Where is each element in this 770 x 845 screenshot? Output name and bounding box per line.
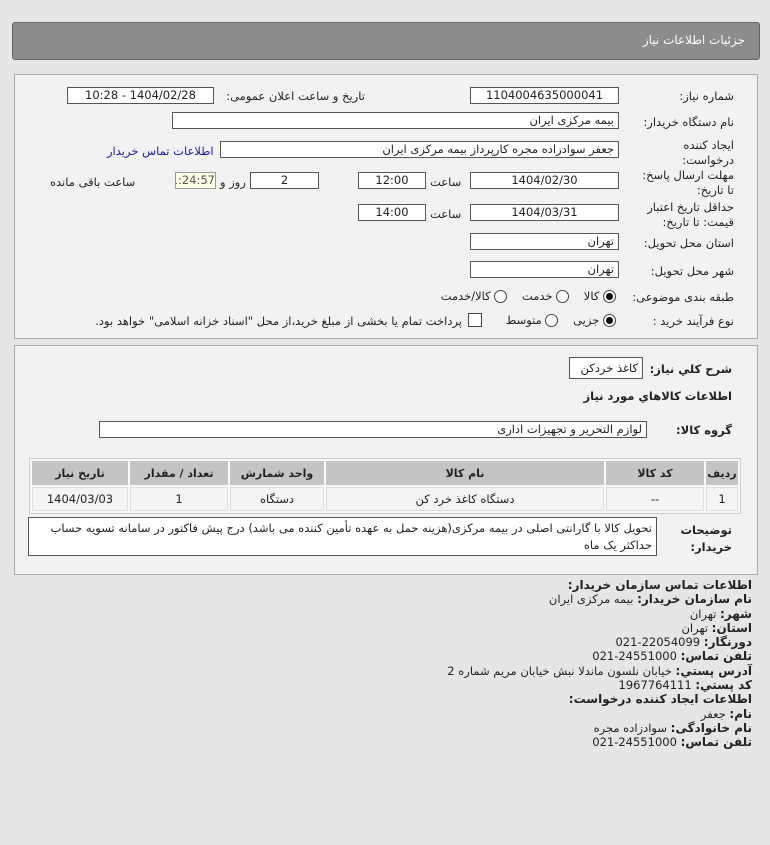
notes-field: تحویل کالا با گارانتی اصلی در بیمه مرکزی… bbox=[28, 517, 657, 556]
page-title: جزئیات اطلاعات نیاز bbox=[642, 33, 745, 47]
buyer-contact-link[interactable]: اطلاعات تماس خریدار bbox=[107, 144, 214, 158]
col-qty: تعداد / مقدار bbox=[130, 461, 228, 485]
address-label: آدرس پستي: bbox=[675, 663, 752, 678]
announce-label: تاریخ و ساعت اعلان عمومی: bbox=[226, 89, 365, 103]
name-label: نام: bbox=[729, 706, 752, 721]
col-row: رديف bbox=[706, 461, 738, 485]
treasury-payment-checkbox[interactable] bbox=[468, 313, 482, 327]
col-code: کد کالا bbox=[606, 461, 704, 485]
deadline-label-2: تا تاریخ: bbox=[696, 183, 734, 197]
address-value: خیابان نلسون ماندلا نبش خیابان مریم شمار… bbox=[447, 663, 672, 678]
contact-title: اطلاعات تماس سازمان خریدار: bbox=[567, 578, 752, 592]
phone-value: 24551000-021 bbox=[592, 649, 677, 664]
buyer-field[interactable]: بیمه مرکزی ایران bbox=[172, 112, 619, 129]
validity-label: حداقل تاریخ اعتبار bbox=[647, 200, 734, 214]
page-header: جزئیات اطلاعات نیاز bbox=[12, 22, 760, 60]
validity-date-field[interactable]: 1404/03/31 bbox=[470, 204, 619, 221]
radio-service[interactable] bbox=[556, 290, 570, 303]
creator-phone-value: 24551000-021 bbox=[592, 735, 677, 750]
province-value: تهران bbox=[681, 620, 708, 635]
fax-value: 22054099-021 bbox=[615, 635, 701, 650]
org-value: بیمه مرکزی ایران bbox=[548, 592, 634, 607]
buyer-label: نام دستگاه خریدار: bbox=[643, 115, 734, 129]
postal-label: کد پستي: bbox=[695, 678, 752, 693]
validity-time-field[interactable]: 14:00 bbox=[358, 204, 426, 221]
creator-label-2: درخواست: bbox=[682, 153, 734, 167]
days-label: روز و bbox=[220, 175, 246, 189]
postal-value: 1967764111 bbox=[618, 678, 692, 693]
radio-goods[interactable] bbox=[603, 290, 616, 303]
days-field[interactable]: 2 bbox=[250, 172, 319, 189]
deadline-date-field[interactable]: 1404/02/30 bbox=[470, 172, 619, 189]
creator-field[interactable]: جعفر سوادزاده مجره کارپرداز بیمه مرکزی ا… bbox=[220, 141, 619, 158]
city-field[interactable]: تهران bbox=[470, 261, 619, 278]
notes-label: توضیحات bbox=[680, 523, 733, 537]
radio-goods-service[interactable] bbox=[494, 290, 508, 303]
city-label: شهر: bbox=[720, 606, 752, 621]
category-radio-group: کالا خدمت کالا/خدمت bbox=[441, 289, 616, 303]
table-row: 1 -- دستگاه کاغذ خرد کن دستگاه 1 1404/03… bbox=[32, 487, 738, 511]
cell-date: 1404/03/03 bbox=[32, 487, 128, 511]
cell-row: 1 bbox=[706, 487, 738, 511]
validity-label-2: قیمت: تا تاریخ: bbox=[662, 215, 734, 229]
cell-code: -- bbox=[606, 487, 704, 511]
remaining-label: ساعت باقی مانده bbox=[50, 175, 136, 189]
province-label: استان: bbox=[711, 620, 752, 635]
cell-name: دستگاه کاغذ خرد کن bbox=[326, 487, 604, 511]
table-header-row: رديف کد کالا نام کالا واحد شمارش تعداد /… bbox=[32, 461, 738, 485]
col-date: تاریخ نیاز bbox=[32, 461, 128, 485]
deadline-time-field[interactable]: 12:00 bbox=[358, 172, 426, 189]
group-field: لوازم التحریر و تجهیزات اداری bbox=[99, 421, 647, 438]
time-label: ساعت bbox=[430, 207, 462, 221]
phone-label: تلفن تماس: bbox=[680, 649, 752, 664]
summary-field: کاغذ خردکن bbox=[569, 357, 643, 379]
province-label: استان محل تحویل: bbox=[643, 236, 734, 250]
payment-note: پرداخت تمام یا بخشی از مبلغ خرید،از محل … bbox=[95, 314, 462, 328]
category-label: طبقه بندی موضوعی: bbox=[632, 290, 734, 304]
creator-title: اطلاعات ایجاد کننده درخواست: bbox=[568, 692, 752, 707]
col-unit: واحد شمارش bbox=[230, 461, 324, 485]
city-label: شهر محل تحویل: bbox=[650, 264, 734, 278]
radio-medium[interactable] bbox=[545, 314, 559, 327]
announce-field[interactable]: 1404/02/28 - 10:28 bbox=[67, 87, 214, 104]
need-number-label: شماره نیاز: bbox=[679, 89, 734, 103]
process-label: نوع فرآیند خرید : bbox=[652, 314, 734, 328]
creator-phone-label: تلفن تماس: bbox=[680, 735, 752, 750]
remaining-time-field: 01:24:57 bbox=[175, 172, 216, 189]
family-label: نام خانوادگی: bbox=[670, 720, 752, 735]
col-name: نام کالا bbox=[326, 461, 604, 485]
name-value: جعفر bbox=[700, 706, 726, 721]
cell-unit: دستگاه bbox=[230, 487, 324, 511]
notes-label-2: خریدار: bbox=[690, 540, 732, 554]
goods-table: رديف کد کالا نام کالا واحد شمارش تعداد /… bbox=[29, 458, 741, 514]
need-number-field[interactable]: 1104004635000041 bbox=[470, 87, 619, 104]
radio-minor[interactable] bbox=[603, 314, 616, 327]
creator-label: ایجاد کننده bbox=[683, 138, 734, 152]
goods-title: اطلاعات کالاهاي مورد نياز bbox=[583, 389, 732, 403]
org-label: نام سازمان خریدار: bbox=[637, 592, 752, 607]
family-value: سوادزاده مجره bbox=[593, 720, 667, 735]
fax-label: دورنگار: bbox=[703, 635, 752, 650]
province-field[interactable]: تهران bbox=[470, 233, 619, 250]
contact-info: اطلاعات تماس سازمان خریدار: نام سازمان خ… bbox=[447, 578, 752, 750]
cell-qty: 1 bbox=[130, 487, 228, 511]
time-label: ساعت bbox=[430, 175, 462, 189]
group-label: گروه کالا: bbox=[676, 423, 732, 437]
summary-label: شرح کلي نياز: bbox=[649, 362, 732, 376]
deadline-label: مهلت ارسال پاسخ: bbox=[642, 168, 734, 182]
process-radio-group: جزیی متوسط bbox=[506, 313, 616, 327]
city-value: تهران bbox=[689, 606, 717, 621]
